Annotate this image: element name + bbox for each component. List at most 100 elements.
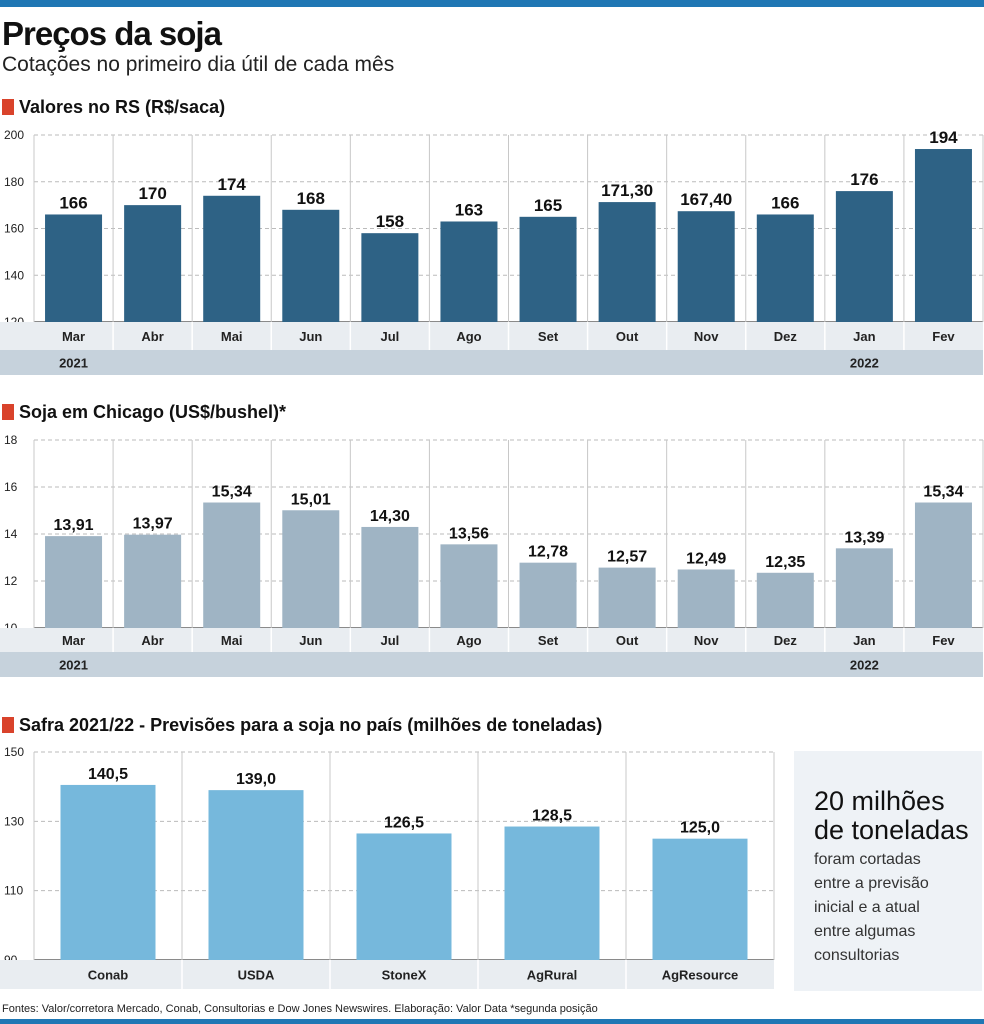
chart-safra: 90110130150140,5Conab139,0USDA126,5Stone…	[0, 745, 775, 989]
year-axis-band	[0, 350, 983, 375]
data-label: 128,5	[532, 808, 572, 825]
y-tick-label: 130	[4, 814, 24, 828]
y-tick-label: 12	[4, 574, 18, 588]
section-title-safra: Safra 2021/22 - Previsões para a soja no…	[19, 715, 603, 735]
bar	[124, 205, 182, 322]
x-tick-label: Abr	[141, 633, 163, 648]
y-tick-label: 160	[4, 222, 24, 236]
y-tick-label: 180	[4, 175, 24, 189]
callout-body-line: entre a previsão	[814, 875, 929, 892]
x-tick-label: Jan	[853, 329, 875, 344]
bar	[677, 569, 735, 628]
callout-body: foram cortadas entre a previsão inicial …	[814, 848, 974, 968]
x-tick-label: AgRural	[527, 968, 578, 983]
callout-headline: 20 milhões de toneladas	[814, 787, 969, 845]
data-label: 12,78	[528, 544, 568, 561]
x-tick-label: USDA	[238, 968, 275, 983]
callout-body-line: foram cortadas	[814, 851, 921, 868]
data-label: 165	[534, 196, 562, 215]
x-tick-label: Jan	[853, 633, 875, 648]
data-label: 12,49	[686, 550, 726, 567]
section-marker	[2, 99, 14, 115]
bar	[60, 784, 156, 960]
bar	[914, 149, 972, 322]
x-tick-label: Out	[616, 329, 639, 344]
x-tick-label: Nov	[694, 329, 719, 344]
y-tick-label: 200	[4, 128, 24, 142]
data-label: 12,35	[765, 554, 805, 571]
x-tick-label: Nov	[694, 633, 719, 648]
bottom-rule	[0, 1019, 984, 1024]
data-label: 166	[771, 193, 799, 212]
data-label: 166	[59, 193, 87, 212]
x-tick-label: Set	[538, 633, 559, 648]
data-label: 167,40	[680, 190, 732, 209]
y-tick-label: 16	[4, 480, 18, 494]
bar	[440, 221, 498, 322]
data-label: 15,34	[212, 484, 252, 501]
y-tick-label: 18	[4, 433, 18, 447]
data-label: 13,91	[54, 517, 94, 534]
bar	[45, 214, 103, 322]
data-label: 194	[929, 128, 958, 147]
bar	[677, 211, 735, 322]
bar	[914, 502, 972, 628]
bar	[124, 534, 182, 628]
bar	[835, 191, 893, 322]
x-tick-label: Fev	[932, 329, 955, 344]
year-label: 2021	[59, 356, 88, 371]
bar	[356, 833, 452, 960]
callout-headline-line1: 20 milhões	[814, 786, 945, 816]
section-header-chicago: Soja em Chicago (US$/bushel)*	[2, 401, 286, 423]
data-label: 13,56	[449, 525, 489, 542]
x-tick-label: Jun	[299, 633, 322, 648]
x-tick-label: Ago	[456, 329, 481, 344]
data-label: 13,97	[133, 516, 173, 533]
callout-box: 20 milhões de toneladas foram cortadas e…	[794, 751, 982, 991]
data-label: 15,34	[923, 484, 963, 501]
data-label: 139,0	[236, 771, 276, 788]
bar	[835, 548, 893, 628]
callout-headline-line2: de toneladas	[814, 815, 969, 845]
data-label: 168	[297, 189, 325, 208]
year-axis-band	[0, 652, 983, 677]
data-label: 140,5	[88, 766, 128, 783]
bar	[756, 214, 814, 322]
bar	[519, 562, 577, 628]
data-label: 163	[455, 200, 483, 219]
x-tick-label: AgResource	[662, 968, 739, 983]
x-tick-label: Dez	[774, 329, 798, 344]
footer-sources: Fontes: Valor/corretora Mercado, Conab, …	[2, 1003, 598, 1015]
x-tick-label: Conab	[88, 968, 129, 983]
x-tick-label: Ago	[456, 633, 481, 648]
section-header-rs: Valores no RS (R$/saca)	[2, 96, 225, 118]
data-label: 15,01	[291, 491, 331, 508]
data-label: 12,57	[607, 549, 647, 566]
data-label: 126,5	[384, 814, 424, 831]
x-tick-label: Fev	[932, 633, 955, 648]
bar	[45, 536, 103, 628]
bar	[598, 567, 656, 628]
year-label: 2022	[850, 356, 879, 371]
bar	[282, 209, 340, 322]
bar	[208, 790, 304, 960]
bar	[203, 195, 261, 322]
category-axis-band	[0, 322, 983, 350]
chart-rs: 12014016018020020212022166Mar170Abr174Ma…	[0, 128, 984, 375]
x-tick-label: Jun	[299, 329, 322, 344]
page-subtitle: Cotações no primeiro dia útil de cada mê…	[2, 53, 395, 76]
bar	[203, 502, 261, 628]
year-label: 2022	[850, 658, 879, 673]
x-tick-label: Jul	[380, 329, 399, 344]
data-label: 158	[376, 212, 404, 231]
x-tick-label: Mai	[221, 633, 243, 648]
chart-chicago: 10121416182021202213,91Mar13,97Abr15,34M…	[0, 433, 984, 677]
data-label: 13,39	[844, 529, 884, 546]
x-tick-label: Set	[538, 329, 559, 344]
x-tick-label: Mar	[62, 329, 85, 344]
bar	[361, 233, 419, 322]
data-label: 171,30	[601, 181, 653, 200]
x-tick-label: Mai	[221, 329, 243, 344]
bar	[652, 838, 748, 960]
bar	[756, 572, 814, 628]
